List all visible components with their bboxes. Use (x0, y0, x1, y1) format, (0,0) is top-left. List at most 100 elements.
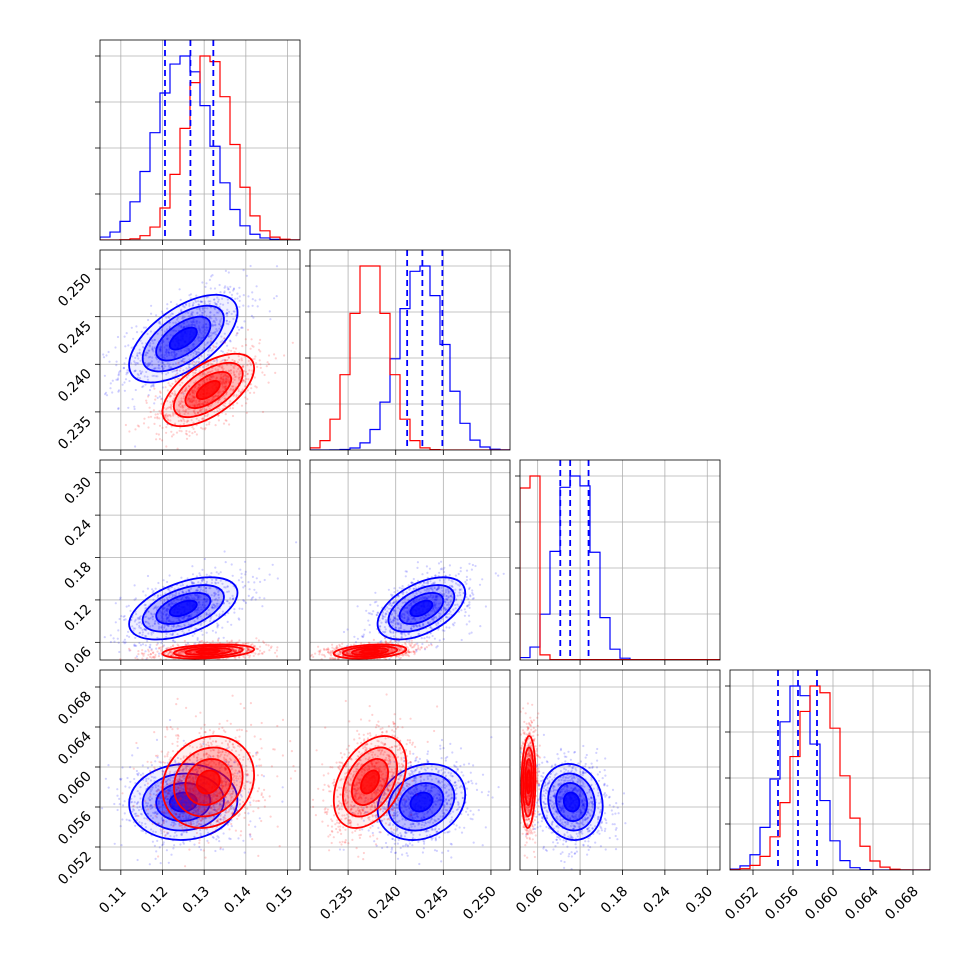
scatter-point (143, 604, 146, 607)
scatter-point (403, 616, 406, 620)
scatter-point (250, 383, 253, 386)
scatter-point (162, 585, 165, 588)
scatter-point (399, 622, 402, 626)
scatter-point (202, 326, 205, 329)
scatter-point (206, 341, 210, 344)
scatter-point (239, 568, 242, 571)
scatter-point (160, 361, 163, 364)
scatter-point (150, 656, 153, 659)
scatter-point (182, 397, 186, 400)
scatter-point (121, 383, 124, 386)
scatter-point (225, 359, 228, 362)
scatter-point (238, 299, 241, 302)
scatter-point (171, 382, 174, 385)
scatter-point (406, 618, 409, 621)
scatter-point (238, 378, 241, 381)
scatter-point (186, 577, 189, 580)
scatter-point (425, 565, 428, 568)
scatter-point (205, 573, 208, 576)
scatter-point (182, 369, 185, 372)
scatter-point (444, 609, 447, 612)
scatter-point (237, 390, 240, 393)
scatter-point (162, 612, 165, 615)
scatter-point (174, 369, 178, 372)
scatter-point (434, 622, 438, 625)
scatter-point (435, 607, 438, 610)
scatter-point (248, 654, 252, 657)
scatter-point (234, 347, 238, 350)
scatter-point (208, 423, 211, 426)
scatter-point (147, 318, 150, 322)
scatter-point (448, 612, 451, 615)
scatter-point (337, 652, 340, 655)
scatter-point (170, 354, 173, 357)
scatter-point (448, 590, 451, 593)
scatter-point (238, 358, 241, 361)
scatter-point (205, 326, 208, 329)
scatter-point (160, 342, 163, 345)
scatter-point (216, 409, 219, 413)
scatter-point (443, 629, 446, 632)
scatter-point (228, 641, 231, 644)
scatter-point (439, 612, 442, 616)
scatter-point (200, 337, 203, 340)
scatter-point (150, 613, 153, 616)
scatter-point (255, 362, 258, 365)
scatter-point (185, 598, 188, 601)
scatter-point (388, 657, 391, 660)
scatter-point (195, 610, 198, 614)
scatter-point (494, 572, 497, 575)
scatter-point (194, 405, 197, 408)
scatter-point (240, 390, 243, 394)
scatter-point (191, 391, 195, 394)
scatter-point (172, 433, 175, 436)
scatter-point (166, 344, 169, 347)
scatter-point (197, 403, 200, 406)
scatter-point (136, 424, 139, 427)
scatter-point (415, 625, 419, 628)
scatter-point (399, 626, 403, 630)
scatter-point (191, 581, 194, 585)
scatter-point (209, 346, 212, 349)
scatter-point (226, 380, 229, 383)
scatter-point (222, 378, 225, 381)
scatter-point (399, 625, 403, 628)
scatter-point (201, 336, 204, 339)
scatter-point (139, 627, 142, 630)
scatter-point (244, 396, 247, 399)
scatter-point (228, 291, 231, 294)
scatter-point (166, 338, 169, 341)
scatter-point (223, 290, 226, 293)
scatter-point (214, 582, 217, 585)
scatter-point (441, 629, 444, 632)
scatter-point (165, 328, 169, 331)
scatter-point (192, 374, 195, 377)
scatter-point (193, 390, 196, 393)
scatter-point (233, 608, 236, 611)
scatter-point (215, 318, 218, 321)
scatter-point (252, 654, 255, 658)
scatter-point (194, 642, 197, 645)
scatter-point (247, 581, 250, 584)
scatter-point (209, 311, 212, 314)
scatter-point (396, 622, 399, 625)
scatter-point (251, 291, 254, 294)
scatter-point (274, 371, 277, 374)
scatter-point (199, 339, 203, 342)
scatter-point (139, 621, 142, 624)
scatter-point (233, 360, 236, 363)
scatter-point (139, 615, 142, 618)
scatter-point (185, 433, 189, 436)
scatter-point (400, 636, 404, 639)
scatter-point (134, 656, 137, 660)
scatter-point (162, 579, 165, 582)
scatter-point (217, 581, 220, 584)
scatter-point (155, 606, 158, 610)
scatter-point (438, 639, 441, 642)
scatter-point (223, 385, 226, 388)
scatter-point (178, 288, 181, 291)
scatter-point (243, 600, 246, 603)
scatter-point (149, 342, 152, 345)
scatter-point (198, 597, 201, 600)
scatter-point (217, 298, 220, 301)
